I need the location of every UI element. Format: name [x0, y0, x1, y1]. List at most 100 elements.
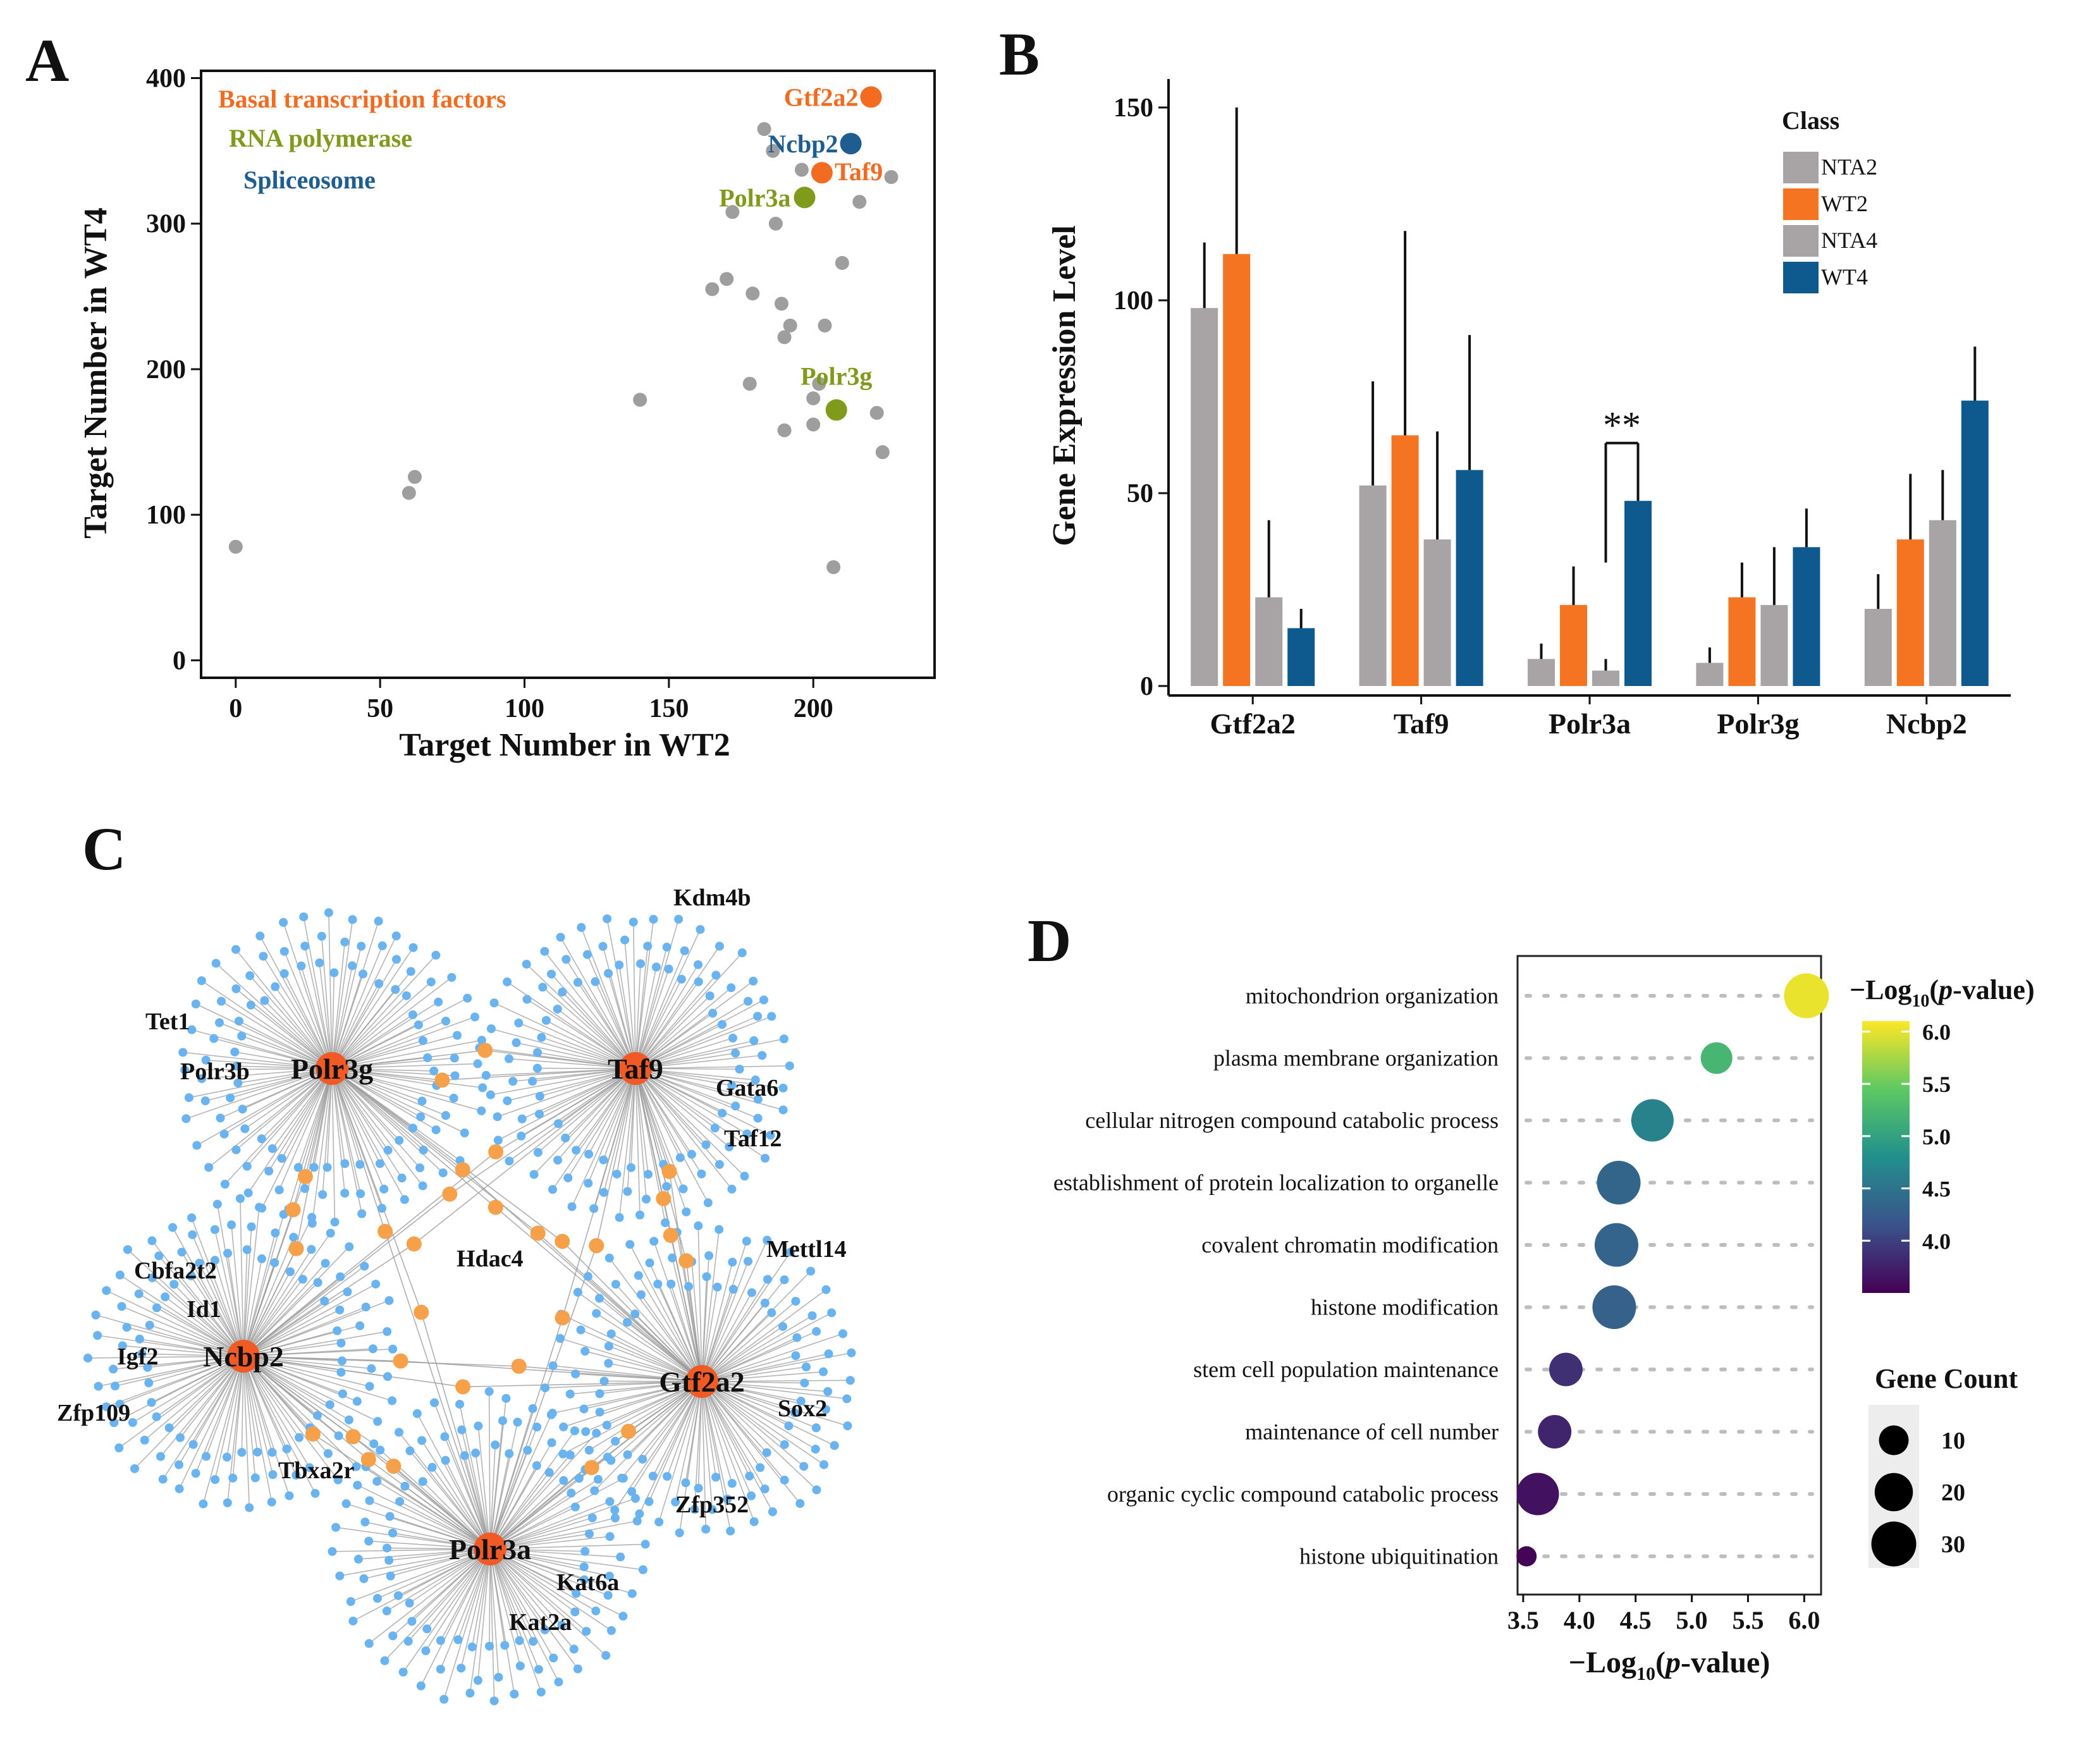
- network-leaf-node: [547, 1438, 556, 1447]
- network-shared-node: [305, 1426, 321, 1442]
- network-leaf-node: [109, 1418, 119, 1428]
- network-edge: [106, 1356, 244, 1407]
- network-leaf-node: [763, 1275, 772, 1284]
- label-tbxa2r: Tbxa2r: [278, 1457, 354, 1484]
- network-edge: [489, 1536, 610, 1550]
- network-edge: [434, 1402, 491, 1550]
- network-leaf-node: [333, 1326, 342, 1335]
- network-edge: [312, 1068, 333, 1223]
- network-leaf-node: [534, 1110, 544, 1119]
- network-leaf-node: [212, 1199, 222, 1209]
- y-tick-label: 0: [173, 646, 186, 675]
- network-leaf-node: [606, 1626, 616, 1635]
- network-leaf-node: [584, 1179, 593, 1188]
- network-leaf-node: [570, 1607, 580, 1617]
- network-shared-node: [477, 1043, 493, 1058]
- network-leaf-node: [453, 1031, 462, 1040]
- network-leaf-node: [528, 1404, 537, 1413]
- network-edge: [331, 1068, 346, 1194]
- network-leaf-node: [726, 1526, 735, 1536]
- x-tick-label: 5.0: [1676, 1606, 1708, 1634]
- network-leaf-node: [336, 1272, 345, 1282]
- network-leaf-node: [372, 1476, 382, 1486]
- network-edge: [701, 1229, 720, 1382]
- network-leaf-node: [235, 1194, 245, 1203]
- network-leaf-node: [274, 1185, 284, 1195]
- network-edge: [243, 1356, 273, 1502]
- network-edge: [202, 1356, 244, 1504]
- network-leaf-node: [330, 1217, 340, 1227]
- network-leaf-node: [374, 979, 384, 988]
- network-edge: [331, 1068, 403, 1179]
- network-edge: [185, 1068, 333, 1071]
- network-leaf-node: [199, 1499, 208, 1509]
- network-edge: [243, 1331, 388, 1357]
- panel-b-legend-title: Class: [1782, 106, 1839, 135]
- network-leaf-node: [710, 1124, 720, 1133]
- network-leaf-node: [494, 1672, 503, 1682]
- network-edge: [243, 1232, 276, 1357]
- network-edge: [635, 1068, 716, 1129]
- dot-7: [1538, 1415, 1572, 1449]
- network-edge: [331, 1068, 422, 1313]
- network-edge: [672, 1258, 703, 1382]
- network-edge: [635, 967, 657, 1069]
- network-leaf-node: [762, 1448, 771, 1457]
- network-leaf-node: [336, 1338, 346, 1348]
- network-leaf-node: [187, 1025, 197, 1034]
- network-leaf-node: [635, 1210, 645, 1220]
- network-leaf-node: [580, 1547, 590, 1556]
- network-edge: [498, 1068, 636, 1141]
- network-leaf-node: [383, 1146, 393, 1155]
- network-leaf-node: [318, 1190, 328, 1199]
- colorbar-tick-label: 6.0: [1922, 1020, 1951, 1045]
- network-leaf-node: [477, 1036, 486, 1045]
- network-edge: [440, 1548, 491, 1670]
- network-edge: [243, 1151, 496, 1357]
- network-leaf-node: [422, 1624, 432, 1634]
- network-leaf-node: [209, 1034, 219, 1043]
- network-edge: [331, 1068, 384, 1190]
- network-leaf-node: [343, 1287, 352, 1297]
- network-edge: [542, 986, 636, 1069]
- network-leaf-node: [644, 1170, 653, 1179]
- network-edge: [201, 980, 333, 1069]
- network-edge: [635, 1038, 785, 1069]
- network-edge: [173, 1283, 244, 1357]
- network-edge: [701, 1381, 706, 1529]
- network-leaf-node: [394, 1428, 403, 1437]
- network-edge: [489, 1548, 500, 1677]
- network-edge: [298, 1068, 333, 1168]
- network-shared-node: [678, 1253, 694, 1269]
- network-leaf-node: [601, 1651, 611, 1660]
- network-edge: [243, 1309, 340, 1357]
- network-edge: [331, 1020, 446, 1069]
- network-edge: [243, 1232, 331, 1357]
- network-leaf-node: [661, 1218, 670, 1227]
- network-edge: [469, 1548, 491, 1693]
- network-edge: [243, 1356, 290, 1496]
- network-leaf-node: [449, 1093, 458, 1103]
- network-edge: [208, 1068, 333, 1168]
- x-tick-label: 150: [649, 694, 689, 723]
- network-edge: [485, 1050, 636, 1069]
- network-edge: [368, 1459, 491, 1550]
- network-edge: [596, 1068, 636, 1246]
- term-label: maintenance of cell number: [1245, 1419, 1499, 1445]
- bar-wt2-ncbp2: [1896, 539, 1924, 686]
- network-leaf-node: [215, 1018, 224, 1027]
- network-edge: [240, 1198, 244, 1357]
- network-edge: [191, 1217, 244, 1357]
- panel-d-x-axis-label: −Log10(p-value): [1569, 1646, 1770, 1684]
- network-leaf-node: [321, 1259, 330, 1268]
- network-edge: [243, 1356, 310, 1468]
- panel-b-ticks: 0 50 100 150 Gtf2a2 Taf9 Polr3a Polr3g Ncbp2: [1114, 94, 1967, 740]
- network-edge: [489, 1479, 599, 1550]
- network-edge: [443, 1548, 491, 1700]
- bar-wt2-polr3a: [1560, 604, 1587, 686]
- network-leaf-node: [504, 1054, 513, 1063]
- network-leaf-node: [563, 1173, 573, 1182]
- panel-d-x-ticks: 3.5 4.0 4.5 5.0 5.5 6.0: [1507, 1595, 1820, 1634]
- legend-label-nta2: NTA2: [1821, 154, 1877, 180]
- network-leaf-node: [91, 1310, 101, 1320]
